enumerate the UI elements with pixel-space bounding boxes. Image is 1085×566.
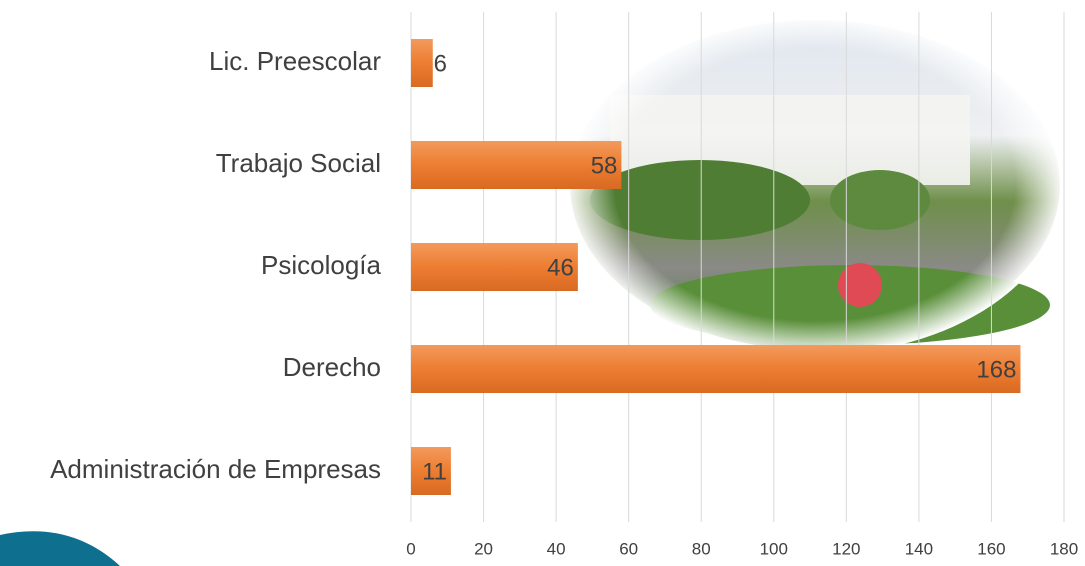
bar <box>411 141 622 189</box>
x-tick-label: 100 <box>760 539 788 558</box>
y-tick-label: Derecho <box>283 352 381 382</box>
bar <box>411 345 1021 393</box>
data-label: 168 <box>976 356 1016 383</box>
x-tick-label: 80 <box>692 539 711 558</box>
x-tick-label: 180 <box>1050 539 1078 558</box>
y-tick-label: Psicología <box>261 250 381 280</box>
photo <box>565 15 1065 355</box>
x-tick-label: 20 <box>474 539 493 558</box>
x-tick-label: 160 <box>977 539 1005 558</box>
data-label: 11 <box>422 458 447 485</box>
bar <box>411 243 578 291</box>
corner-shape <box>0 531 120 566</box>
x-tick-label: 140 <box>905 539 933 558</box>
y-tick-label: Trabajo Social <box>216 148 381 178</box>
data-label: 46 <box>547 254 574 281</box>
y-tick-label: Lic. Preescolar <box>209 46 381 76</box>
x-tick-label: 0 <box>406 539 415 558</box>
x-tick-label: 120 <box>832 539 860 558</box>
bar <box>411 39 433 87</box>
y-tick-label: Administración de Empresas <box>50 454 381 484</box>
data-label: 6 <box>434 50 447 77</box>
data-label: 58 <box>591 152 618 179</box>
x-tick-label: 60 <box>619 539 638 558</box>
bar <box>411 447 451 495</box>
x-tick-label: 40 <box>547 539 566 558</box>
